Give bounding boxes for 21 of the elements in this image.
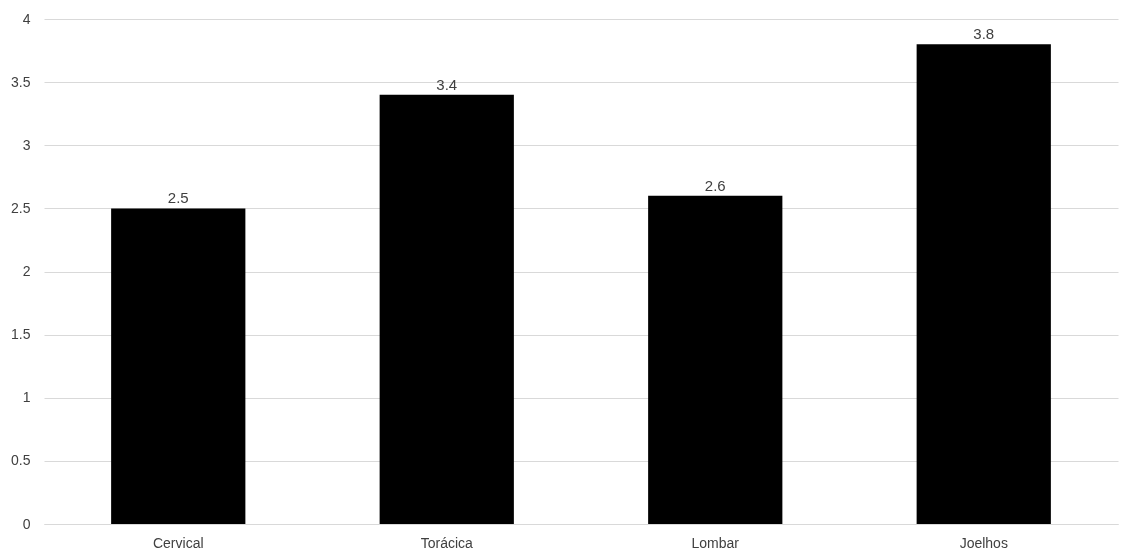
x-tick-label: Torácica bbox=[420, 534, 474, 551]
data-label: 2.5 bbox=[167, 189, 189, 207]
y-tick-label: 3.5 bbox=[11, 73, 31, 90]
data-label: 3.8 bbox=[973, 25, 995, 43]
bar bbox=[916, 44, 1051, 524]
y-tick-label: 3 bbox=[22, 136, 31, 153]
x-tick-label: Joelhos bbox=[959, 534, 1008, 551]
bar bbox=[111, 208, 246, 524]
data-label: 3.4 bbox=[436, 75, 458, 93]
y-tick-label: 4 bbox=[22, 10, 31, 27]
y-tick-label: 1 bbox=[22, 389, 31, 406]
y-tick-label: 2 bbox=[22, 263, 31, 279]
data-label: 2.6 bbox=[704, 176, 726, 194]
y-tick-label: 0.5 bbox=[11, 452, 31, 469]
x-tick-label: Cervical bbox=[152, 534, 204, 551]
bar bbox=[648, 195, 783, 524]
y-tick-label: 1.5 bbox=[11, 326, 31, 343]
y-tick-label: 2.5 bbox=[11, 199, 31, 216]
bar bbox=[379, 94, 514, 524]
y-tick-label: 0 bbox=[22, 515, 31, 532]
x-tick-label: Lombar bbox=[691, 534, 740, 551]
